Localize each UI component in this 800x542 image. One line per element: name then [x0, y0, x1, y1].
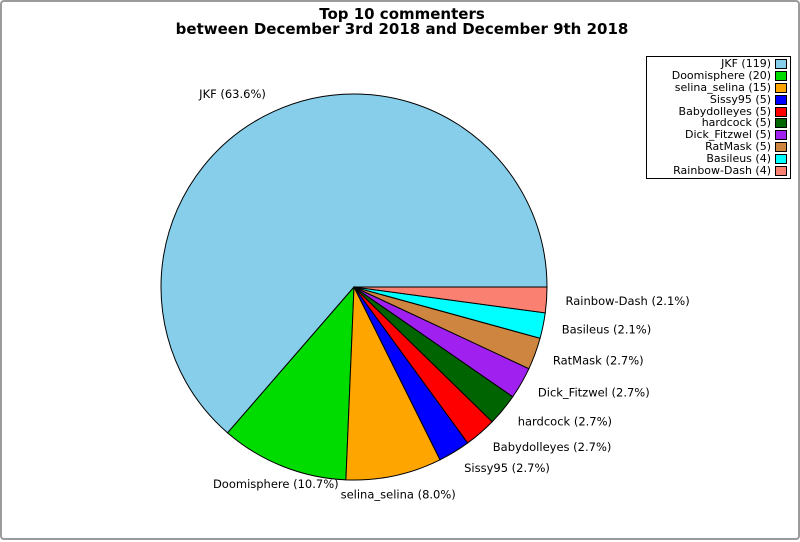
pie-slice-JKF [160, 93, 548, 434]
legend-item-label: Dick_Fitzwel (5) [684, 128, 771, 142]
wedge-label-Basileus: Basileus (2.1%) [562, 323, 652, 337]
legend-item-Rainbow-Dash: Rainbow-Dash (4) [647, 165, 790, 177]
legend-swatch-Doomisphere [775, 70, 787, 81]
wedge-label-JKF: JKF (63.6%) [198, 87, 266, 101]
legend-item-Sissy95: Sissy95 (5) [647, 92, 790, 106]
pie-slice-selina_selina [345, 286, 441, 481]
legend-swatch-hardcock [775, 118, 787, 129]
pie-slice-Rainbow-Dash [353, 286, 548, 314]
legend: JKF (119) Doomisphere (20) selina_selina (… [646, 56, 791, 179]
legend-item-label: Doomisphere (20) [671, 68, 771, 82]
wedge-label-Rainbow-Dash: Rainbow-Dash (2.1%) [566, 294, 690, 308]
legend-swatch-Basileus [775, 154, 787, 165]
legend-swatch-RatMask [775, 142, 787, 153]
legend-swatch-selina_selina [775, 82, 787, 93]
pie-slice-Doomisphere [226, 285, 355, 481]
wedge-label-Dick_Fitzwel: Dick_Fitzwel (2.7%) [538, 386, 650, 400]
chart-title-line1: Top 10 commenters [319, 5, 485, 23]
legend-item-label: Sissy95 (5) [709, 92, 771, 106]
legend-item-label: selina_selina (15) [674, 80, 771, 94]
wedge-label-hardcock: hardcock (2.7%) [518, 415, 612, 429]
legend-swatch-Rainbow-Dash [775, 165, 787, 176]
legend-item-label: Rainbow-Dash (4) [673, 164, 771, 178]
legend-item-RatMask: RatMask (5) [647, 141, 790, 153]
legend-swatch-Dick_Fitzwel [775, 130, 787, 141]
legend-item-selina_selina: selina_selina (15) [647, 80, 790, 94]
chart-title: Top 10 commenters between December 3rd 2… [2, 7, 800, 37]
legend-item-label: Babydolleyes (5) [678, 104, 771, 118]
wedge-label-Doomisphere: Doomisphere (10.7%) [213, 477, 339, 491]
legend-item-label: JKF (119) [721, 57, 771, 70]
legend-item-JKF: JKF (119) [647, 58, 790, 70]
legend-item-label: RatMask (5) [705, 140, 771, 154]
legend-swatch-Babydolleyes [775, 106, 787, 117]
legend-item-Doomisphere: Doomisphere (20) [647, 68, 790, 82]
chart-title-line2: between December 3rd 2018 and December 9… [175, 20, 629, 38]
legend-swatch-JKF [775, 58, 787, 69]
wedge-label-Babydolleyes: Babydolleyes (2.7%) [493, 440, 612, 454]
legend-item-label: Basileus (4) [706, 152, 771, 166]
wedge-label-RatMask: RatMask (2.7%) [553, 353, 644, 367]
legend-item-Babydolleyes: Babydolleyes (5) [647, 104, 790, 118]
legend-swatch-Sissy95 [775, 94, 787, 105]
legend-item-Basileus: Basileus (4) [647, 153, 790, 165]
legend-item-label: hardcock (5) [701, 116, 771, 130]
wedge-label-Sissy95: Sissy95 (2.7%) [464, 461, 550, 475]
legend-item-Dick_Fitzwel: Dick_Fitzwel (5) [647, 129, 790, 141]
legend-item-hardcock: hardcock (5) [647, 117, 790, 129]
wedge-label-selina_selina: selina_selina (8.0%) [341, 487, 456, 501]
